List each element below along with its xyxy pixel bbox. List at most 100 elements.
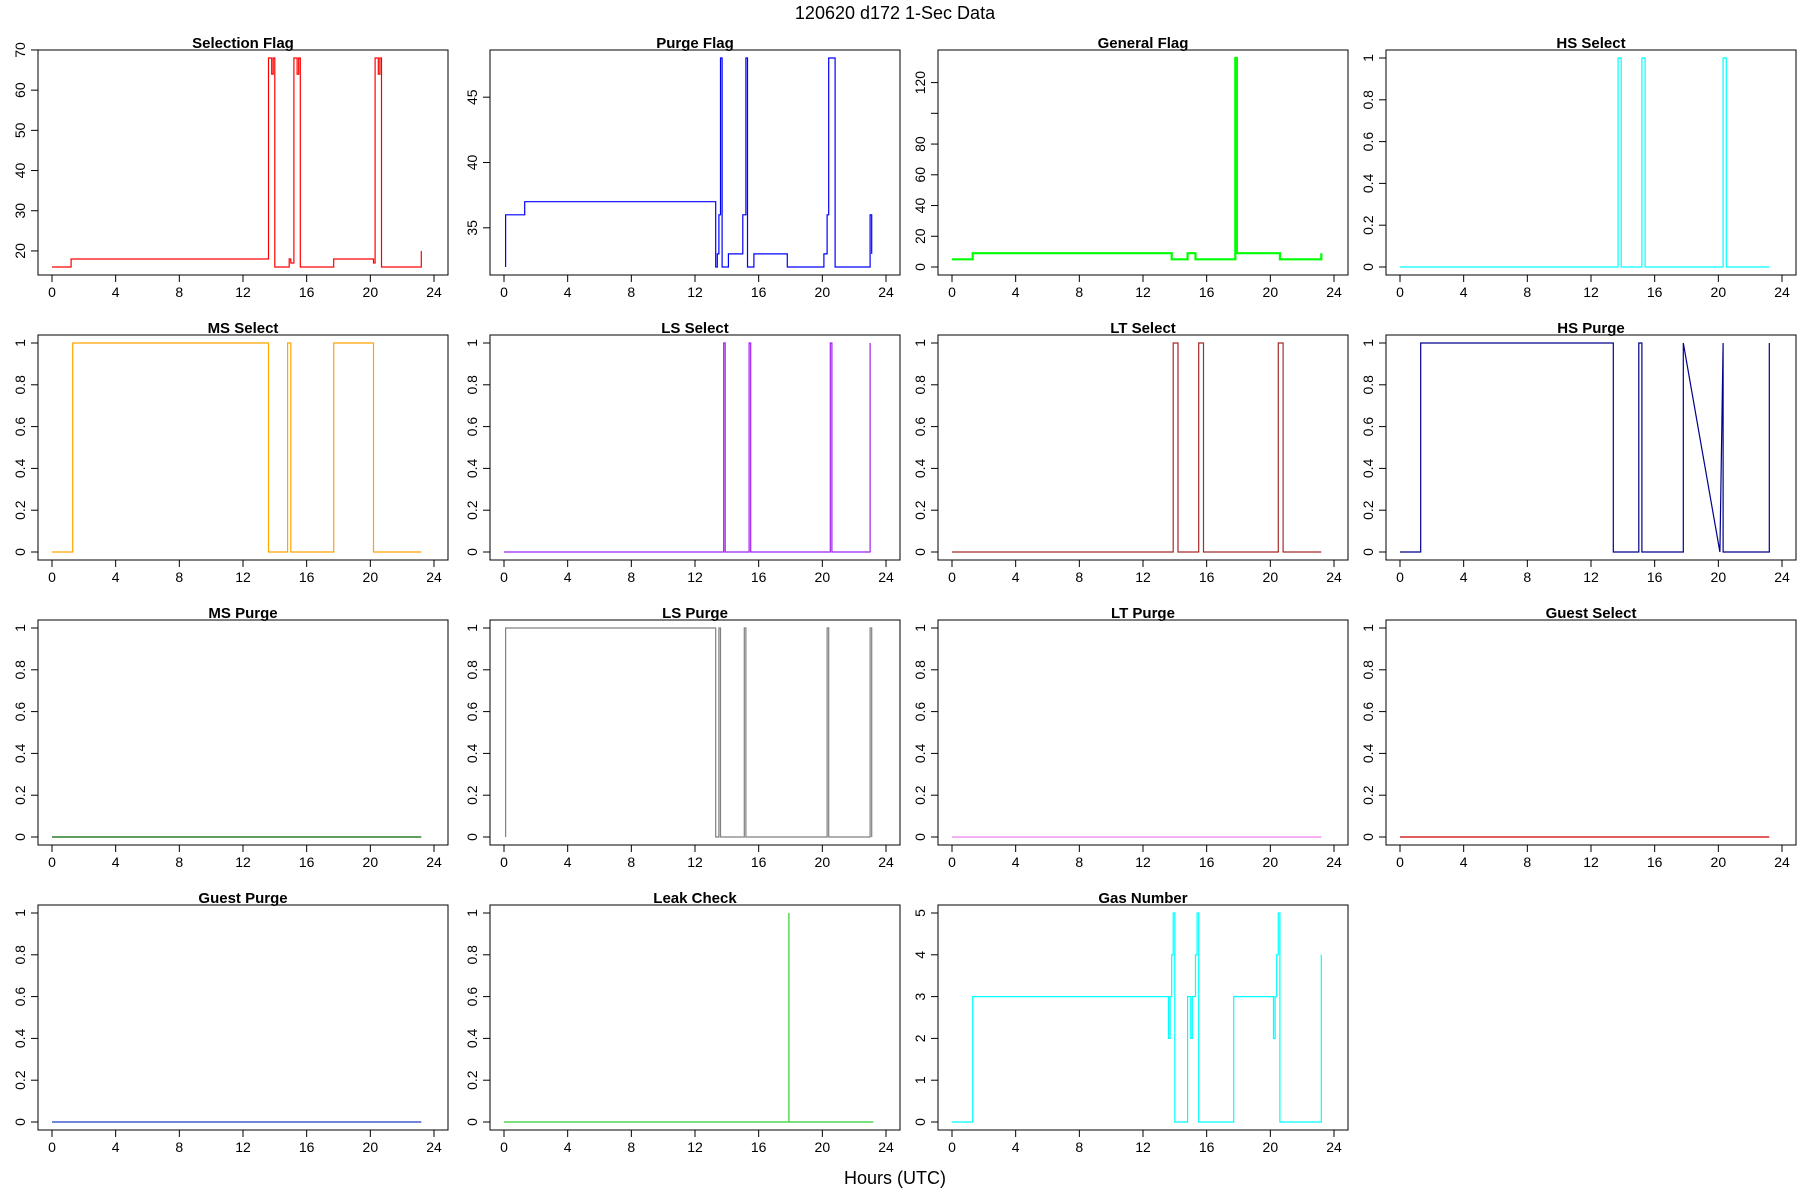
x-tick-label: 0	[948, 1139, 956, 1155]
x-tick-label: 24	[1774, 284, 1790, 300]
y-tick-label: 0	[1360, 548, 1376, 556]
x-tick-label: 4	[112, 569, 120, 585]
x-tick-label: 0	[500, 1139, 508, 1155]
x-tick-label: 8	[627, 854, 635, 870]
x-tick-label: 20	[1263, 1139, 1279, 1155]
y-tick-label: 0.2	[12, 500, 28, 520]
panel-title: HS Select	[1556, 35, 1625, 52]
x-tick-label: 24	[1326, 569, 1342, 585]
y-tick-label: 0	[912, 1118, 928, 1126]
x-tick-label: 0	[48, 284, 56, 300]
y-tick-label: 1	[12, 909, 28, 917]
plot-frame	[937, 904, 1349, 1131]
x-tick-label: 8	[627, 284, 635, 300]
y-tick-label: 0	[464, 548, 480, 556]
y-tick-label: 0	[912, 263, 928, 271]
x-tick-label: 16	[1199, 1139, 1215, 1155]
series-line-selection-flag	[52, 57, 422, 268]
x-tick-label: 0	[48, 854, 56, 870]
chart-panel-ls-purge: LS Purge 0 4 8 12 16 20 24 0 0.2 0.4 0.6 0.8 1	[464, 605, 901, 870]
y-tick-label: 0	[12, 548, 28, 556]
y-tick-label: 20	[12, 243, 28, 259]
x-tick-label: 12	[687, 284, 703, 300]
x-tick-label: 16	[299, 569, 315, 585]
panel-title: Guest Purge	[198, 890, 287, 907]
chart-panel-ms-purge: MS Purge 0 4 8 12 16 20 24 0 0.2 0.4 0.6 0.8 1	[12, 605, 449, 870]
series-line-gas-number	[952, 912, 1322, 1123]
panel-title: Purge Flag	[656, 35, 734, 52]
y-tick-label: 1	[464, 339, 480, 347]
y-tick-label: 20	[912, 228, 928, 244]
x-tick-label: 20	[363, 569, 379, 585]
x-tick-label: 12	[1583, 569, 1599, 585]
y-tick-label: 0.2	[1360, 785, 1376, 805]
x-tick-label: 20	[1263, 284, 1279, 300]
panel-title: MS Select	[208, 320, 279, 337]
y-tick-label: 0.2	[464, 1070, 480, 1090]
x-tick-label: 4	[112, 854, 120, 870]
x-tick-label: 4	[564, 854, 572, 870]
x-tick-label: 0	[948, 854, 956, 870]
series-line-ms-select	[52, 342, 422, 553]
x-tick-label: 20	[815, 284, 831, 300]
y-tick-label: 0.8	[1360, 375, 1376, 395]
x-tick-label: 16	[299, 1139, 315, 1155]
x-tick-label: 20	[363, 854, 379, 870]
x-tick-label: 4	[112, 1139, 120, 1155]
y-tick-label: 0.4	[464, 458, 480, 478]
y-tick-label: 0.6	[12, 417, 28, 437]
x-tick-label: 8	[627, 569, 635, 585]
x-tick-label: 4	[564, 1139, 572, 1155]
y-tick-label: 60	[12, 82, 28, 98]
y-tick-label: 0.4	[912, 458, 928, 478]
x-tick-label: 8	[627, 1139, 635, 1155]
x-axis-label: Hours (UTC)	[844, 1168, 946, 1188]
x-tick-label: 12	[1135, 1139, 1151, 1155]
y-tick-label: 0.6	[912, 417, 928, 437]
x-tick-label: 8	[1075, 284, 1083, 300]
x-tick-label: 24	[426, 1139, 442, 1155]
x-tick-label: 24	[878, 284, 894, 300]
x-tick-label: 16	[1647, 854, 1663, 870]
y-tick-label: 0.2	[464, 785, 480, 805]
panel-title: MS Purge	[208, 605, 277, 622]
y-tick-label: 45	[464, 89, 480, 105]
y-tick-label: 0.8	[1360, 660, 1376, 680]
y-tick-label: 1	[464, 909, 480, 917]
x-tick-label: 8	[1523, 569, 1531, 585]
x-tick-label: 0	[500, 284, 508, 300]
x-tick-label: 4	[1012, 854, 1020, 870]
series-line-hs-select	[1400, 57, 1770, 268]
y-tick-label: 0.8	[912, 375, 928, 395]
x-tick-label: 12	[1135, 284, 1151, 300]
x-tick-label: 0	[48, 569, 56, 585]
x-tick-label: 4	[1012, 1139, 1020, 1155]
x-tick-label: 24	[1326, 854, 1342, 870]
y-tick-label: 0.2	[1360, 500, 1376, 520]
x-tick-label: 16	[751, 854, 767, 870]
y-tick-label: 1	[912, 1076, 928, 1084]
x-tick-label: 24	[426, 854, 442, 870]
series-line-leak-check	[504, 913, 874, 1123]
x-tick-label: 8	[1075, 854, 1083, 870]
x-tick-label: 24	[1774, 854, 1790, 870]
y-tick-label: 0.8	[1360, 90, 1376, 110]
y-tick-label: 120	[912, 71, 928, 95]
plot-frame	[37, 334, 449, 561]
chart-panel-guest-select: Guest Select 0 4 8 12 16 20 24 0 0.2 0.4 0.6 0.8 1	[1360, 605, 1797, 870]
panel-title: General Flag	[1098, 35, 1189, 52]
x-tick-label: 20	[1263, 854, 1279, 870]
y-tick-label: 5	[912, 909, 928, 917]
y-tick-label: 0.8	[464, 945, 480, 965]
y-tick-label: 0.6	[12, 702, 28, 722]
chart-panel-leak-check: Leak Check 0 4 8 12 16 20 24 0 0.2 0.4 0.6 0.8 1	[464, 890, 901, 1155]
x-tick-label: 20	[1711, 854, 1727, 870]
x-tick-label: 0	[500, 569, 508, 585]
x-tick-label: 12	[1135, 569, 1151, 585]
panel-title: Guest Select	[1546, 605, 1637, 622]
plot-frame	[1385, 619, 1797, 846]
y-tick-label: 0.4	[464, 743, 480, 763]
plot-frame	[37, 49, 449, 276]
y-tick-label: 0.4	[1360, 458, 1376, 478]
x-tick-label: 12	[235, 1139, 251, 1155]
